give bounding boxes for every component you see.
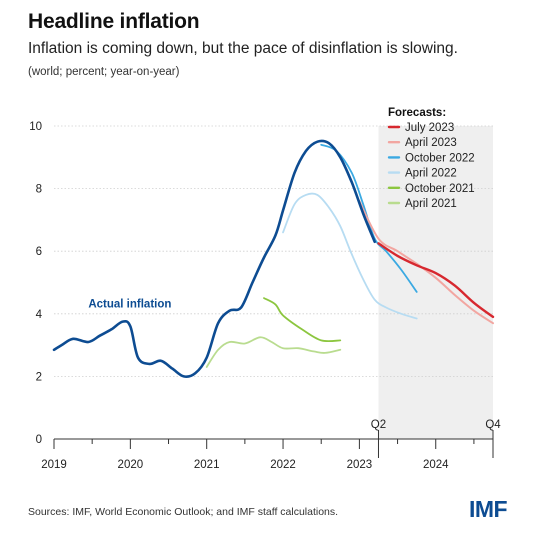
y-tick-label: 2 (36, 371, 42, 383)
forecast-region (378, 126, 493, 439)
legend-label: July 2023 (405, 122, 454, 134)
y-tick-label: 4 (36, 309, 43, 321)
y-tick-label: 6 (36, 246, 42, 258)
series-line-october-2021 (263, 297, 342, 343)
legend-label: October 2021 (405, 183, 475, 195)
legend-label: October 2022 (405, 152, 475, 164)
x-tick-label: 2024 (423, 459, 449, 471)
series-line-july-2023 (377, 242, 495, 319)
x-tick-label: 2019 (41, 459, 67, 471)
series-line-actual (52, 139, 376, 378)
legend-label: April 2023 (405, 137, 457, 149)
legend-label: April 2021 (405, 198, 457, 210)
imf-logo: IMF (469, 496, 508, 522)
period-label: Q2 (371, 419, 386, 431)
actual-inflation-label: Actual inflation (88, 299, 171, 311)
source-note: Sources: IMF, World Economic Outlook; an… (28, 506, 339, 518)
x-tick-label: 2021 (194, 459, 220, 471)
y-tick-label: 10 (29, 121, 42, 133)
legend-label: April 2022 (405, 168, 457, 180)
x-tick-label: 2023 (347, 459, 373, 471)
x-tick-label: 2022 (270, 459, 296, 471)
units-note: (world; percent; year-on-year) (28, 66, 180, 78)
series-line-april-2021 (205, 336, 342, 368)
chart-subtitle: Inflation is coming down, but the pace o… (28, 40, 458, 57)
period-label: Q4 (485, 419, 501, 431)
series-line-april-2022 (282, 192, 418, 320)
chart-title: Headline inflation (28, 10, 200, 33)
y-tick-label: 8 (36, 184, 42, 196)
legend-title: Forecasts: (388, 107, 446, 119)
x-tick-label: 2020 (118, 459, 144, 471)
y-tick-label: 0 (36, 434, 42, 446)
series-line-april-2023 (358, 200, 494, 325)
